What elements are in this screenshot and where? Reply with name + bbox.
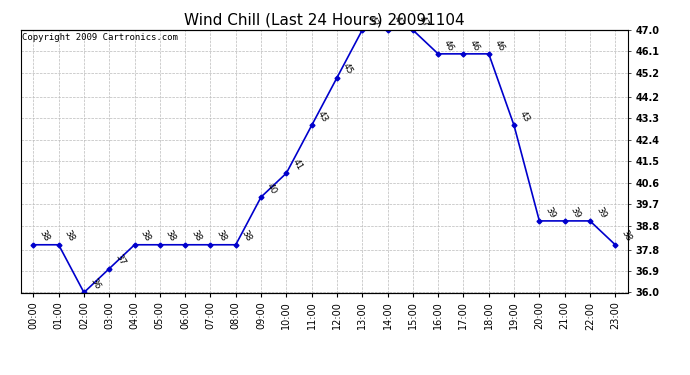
Text: 38: 38 [189, 229, 203, 243]
Title: Wind Chill (Last 24 Hours) 20091104: Wind Chill (Last 24 Hours) 20091104 [184, 12, 464, 27]
Text: 39: 39 [569, 205, 582, 219]
Text: 46: 46 [442, 38, 456, 53]
Text: 38: 38 [37, 229, 51, 243]
Text: 38: 38 [620, 229, 633, 243]
Text: 47: 47 [366, 14, 380, 28]
Text: 38: 38 [164, 229, 177, 243]
Text: 46: 46 [493, 38, 506, 53]
Text: 37: 37 [113, 253, 127, 267]
Text: 39: 39 [594, 205, 608, 219]
Text: 46: 46 [468, 38, 481, 53]
Text: 41: 41 [290, 158, 304, 172]
Text: 38: 38 [215, 229, 228, 243]
Text: 38: 38 [139, 229, 152, 243]
Text: 38: 38 [63, 229, 77, 243]
Text: 40: 40 [265, 181, 279, 196]
Text: 47: 47 [417, 14, 431, 28]
Text: 43: 43 [316, 110, 329, 124]
Text: 47: 47 [392, 14, 405, 28]
Text: 36: 36 [88, 277, 101, 291]
Text: 45: 45 [341, 62, 355, 76]
Text: 38: 38 [240, 229, 253, 243]
Text: Copyright 2009 Cartronics.com: Copyright 2009 Cartronics.com [22, 33, 178, 42]
Text: 43: 43 [518, 110, 532, 124]
Text: 39: 39 [544, 205, 557, 219]
